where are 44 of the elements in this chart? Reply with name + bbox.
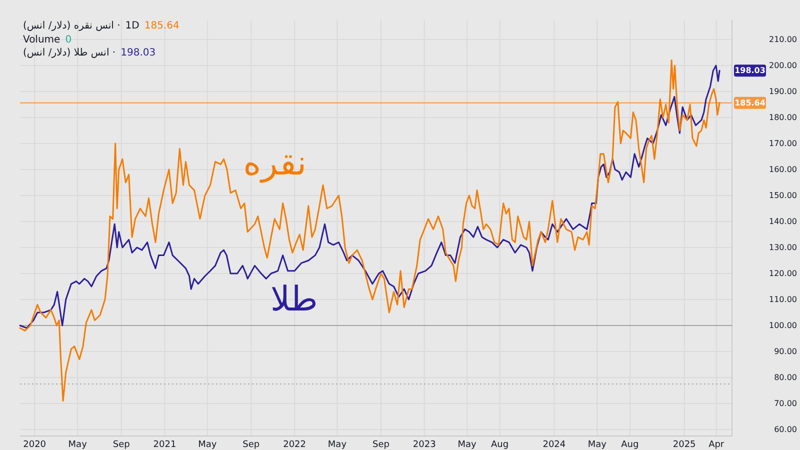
y-tick-label: 200.00 [769,61,797,70]
y-tick-label: 180.00 [769,113,797,122]
series-label: نقره [243,144,307,184]
x-tick-label: Sep [372,440,390,450]
annotation: انس طلا (دلار/ انس) · [23,48,116,58]
annotation: 1D [125,20,140,32]
price-label: 185.64 [734,96,766,109]
x-tick-label: May [68,440,88,450]
x-tick-label: Sep [112,440,130,450]
x-tick-label: 2025 [672,440,696,450]
y-tick-label: 110.00 [769,295,797,304]
y-tick-label: 170.00 [769,139,797,148]
x-tick-label: 2024 [542,440,566,450]
x-tick-label: Sep [242,440,260,450]
annotation: Volume [23,34,60,46]
y-tick-label: 160.00 [769,165,797,174]
annotation: 198.03 [120,48,156,58]
x-tick-label: 2023 [412,440,436,450]
chart-title: انس نقره (دلار/ انس) · [23,20,120,32]
x-tick-label: May [198,440,218,450]
y-tick-label: 190.00 [769,87,797,96]
y-tick-label: 150.00 [769,191,797,200]
x-tick-label: 2021 [153,440,176,450]
y-tick-label: 100.00 [769,321,797,330]
x-tick-label: May [458,440,478,450]
series-label: طلا [270,280,318,320]
price-label: 198.03 [734,64,766,77]
y-tick-label: 120.00 [769,269,797,278]
y-tick-label: 90.00 [774,347,797,356]
y-tick-label: 60.00 [774,425,797,434]
x-tick-label: May [588,440,608,450]
y-tick-label: 130.00 [769,243,797,252]
annotation: 185.64 [144,20,180,32]
y-tick-label: 80.00 [774,373,797,382]
x-tick-label: Apr [708,440,724,450]
x-tick-label: May [328,440,348,450]
annotation: 0 [65,34,72,46]
y-tick-label: 210.00 [769,35,797,44]
x-tick-label: 2020 [23,440,46,450]
y-tick-label: 70.00 [774,399,797,408]
y-tick-label: 140.00 [769,217,797,226]
x-tick-label: Aug [621,440,639,450]
x-tick-label: Aug [490,440,509,450]
x-tick-label: 2022 [283,440,306,450]
